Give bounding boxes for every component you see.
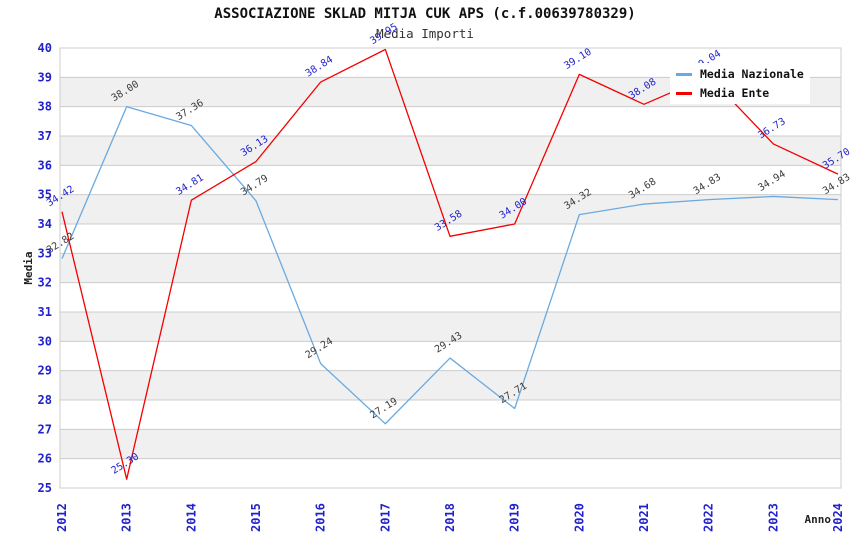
x-tick-label: 2022 [702,503,716,532]
y-tick-label: 32 [38,276,52,290]
x-tick-label: 2016 [314,503,328,532]
y-tick-label: 39 [38,70,52,84]
x-tick-label: 2018 [443,503,457,532]
plot-band [60,136,841,166]
plot-band [60,224,841,254]
x-axis-title: Anno [805,513,832,526]
x-tick-label: 2017 [378,503,392,532]
y-tick-label: 30 [38,334,52,348]
y-tick-label: 31 [38,305,52,319]
y-tick-label: 37 [38,129,52,143]
y-tick-label: 34 [38,217,52,231]
x-tick-label: 2013 [120,503,134,532]
legend-swatch-ente [676,91,692,95]
chart-title: ASSOCIAZIONE SKLAD MITJA CUK APS (c.f.00… [214,6,636,22]
plot-band [60,370,841,400]
plot-band [60,341,841,371]
x-tick-label: 2012 [55,503,69,532]
x-tick-label: 2015 [249,503,263,532]
legend-label: Media Nazionale [700,67,804,81]
plot-band [60,458,841,488]
chart-legend: Media Nazionale Media Ente [670,63,810,104]
plot-band [60,400,841,430]
x-tick-label: 2020 [572,503,586,532]
y-tick-label: 36 [38,158,52,172]
plot-border [59,47,842,489]
plot-band [60,429,841,459]
x-tick-label: 2014 [184,503,198,532]
x-tick-label: 2023 [766,503,780,532]
y-tick-label: 33 [38,246,52,260]
y-tick-label: 26 [38,452,52,466]
y-tick-label: 27 [38,422,52,436]
y-tick-label: 38 [38,100,52,114]
legend-swatch-nazionale [676,72,692,76]
x-tick-label: 2024 [831,503,845,532]
plot-band [60,253,841,283]
plot-band [60,165,841,195]
plot-band [60,282,841,312]
y-axis-title: Media [22,251,35,284]
x-axis-tick-labels: 2012 2013 2014 2015 2016 2017 2018 2019 2020 2021… [55,503,845,532]
y-tick-label: 28 [38,393,52,407]
chart-subtitle: Media Importi [376,26,474,41]
plot-band [60,312,841,342]
series-line-media-nazionale [61,106,839,425]
legend-label: Media Ente [700,86,770,100]
y-tick-label: 40 [38,41,52,55]
y-tick-label: 35 [38,188,52,202]
x-tick-label: 2019 [508,503,522,532]
plot-band [60,106,841,136]
legend-item-ente: Media Ente [676,86,810,100]
y-tick-label: 25 [38,481,52,495]
y-axis-tick-labels: 25 26 27 28 29 30 31 32 33 34 35 36 37 38 39 40 [38,41,52,495]
x-tick-label: 2021 [637,503,651,532]
legend-item-nazionale: Media Nazionale [676,67,810,81]
y-tick-label: 29 [38,364,52,378]
